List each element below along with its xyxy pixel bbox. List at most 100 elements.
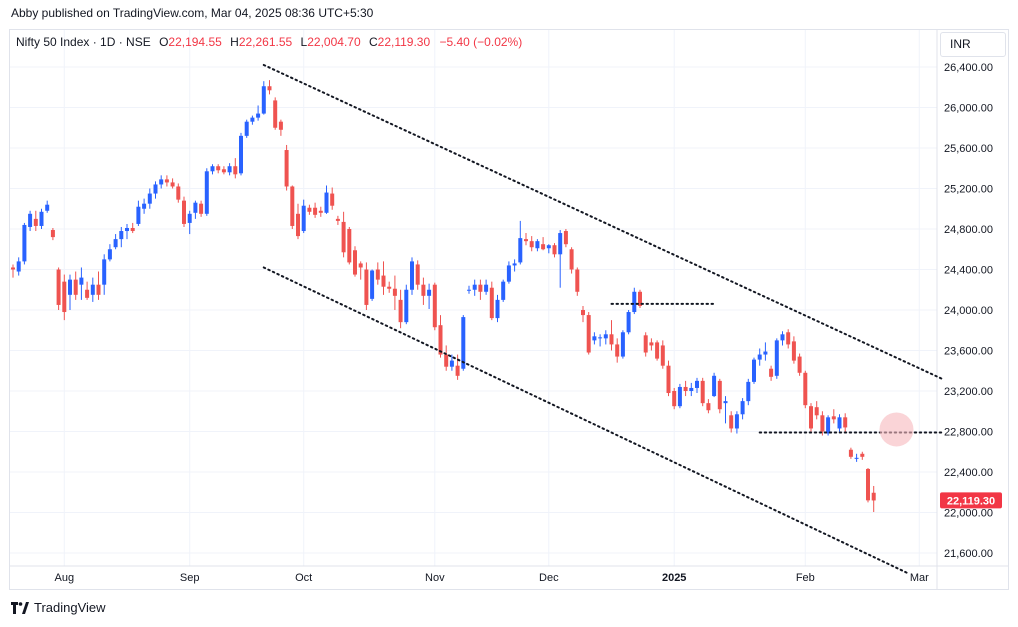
last-price-label: 22,119.30 [947, 495, 995, 507]
candle-body [415, 264, 420, 285]
candle [415, 260, 420, 290]
candle-body [495, 299, 500, 319]
candle-body [33, 218, 38, 226]
candle [39, 208, 44, 229]
tradingview-logo[interactable]: TradingView [11, 600, 106, 615]
candle-body [655, 342, 660, 359]
candle [740, 398, 745, 420]
candle [392, 275, 397, 310]
upper-channel-line[interactable] [262, 63, 944, 380]
candle [335, 215, 340, 225]
candle-body [552, 245, 557, 255]
candle [244, 119, 249, 138]
candle [603, 330, 608, 345]
candle [586, 312, 591, 355]
candle [871, 485, 876, 512]
candle-body [501, 281, 506, 300]
candle-body [130, 227, 135, 232]
candle [164, 175, 169, 187]
candle-body [848, 449, 853, 457]
candle [489, 281, 494, 321]
candle [56, 267, 61, 310]
candle [546, 244, 551, 254]
candle-body [187, 213, 192, 223]
candle-body [164, 179, 169, 183]
candle [28, 210, 33, 232]
candle-body [432, 284, 437, 328]
candle-body [398, 299, 403, 323]
candle-body [672, 391, 677, 407]
y-tick-label: 21,600.00 [944, 548, 993, 560]
candle [518, 220, 523, 265]
candle [774, 338, 779, 379]
y-tick-label: 24,800.00 [944, 224, 993, 236]
candle-body [740, 401, 745, 415]
candle-body [79, 277, 84, 285]
candle [278, 119, 283, 136]
candle [626, 310, 631, 335]
candle-body [347, 229, 352, 263]
candle-body [210, 166, 215, 172]
candle [227, 163, 232, 176]
candle [643, 332, 648, 357]
candle [11, 264, 15, 278]
candle [467, 285, 471, 294]
tradingview-logo-icon [11, 601, 29, 614]
x-tick-label: Aug [55, 572, 75, 584]
candle-body [68, 279, 72, 295]
candle-body [814, 407, 819, 416]
candle [444, 345, 449, 371]
candle [341, 211, 346, 258]
candle-body [147, 193, 152, 204]
candle [866, 467, 870, 503]
candle-body [774, 340, 779, 376]
candle [695, 377, 699, 394]
candle-body [85, 289, 90, 298]
candle [672, 387, 677, 410]
candle-body [575, 269, 580, 292]
candle-body [506, 265, 511, 282]
candle-body [50, 230, 55, 238]
candle-body [176, 186, 181, 200]
candle-body [113, 239, 118, 248]
candle [729, 411, 734, 433]
candle-body [837, 417, 842, 429]
candle [826, 415, 831, 436]
candle [803, 370, 808, 409]
candle-body [472, 284, 477, 290]
candle-body [142, 203, 147, 209]
candle-body [524, 239, 528, 242]
candle-body [660, 345, 665, 366]
candle [809, 403, 813, 432]
candle [689, 382, 694, 397]
candle-body [193, 202, 198, 213]
candle-body [370, 270, 375, 299]
y-tick-label: 25,200.00 [944, 184, 993, 196]
publisher-caption: Abby published on TradingView.com, Mar 0… [11, 6, 374, 20]
candle [763, 342, 768, 361]
candle [358, 261, 363, 280]
candle-body [102, 259, 107, 285]
candle-body [569, 249, 574, 270]
candle-body [769, 368, 774, 377]
currency-button[interactable]: INR [940, 32, 1006, 57]
candle-body [558, 233, 563, 255]
candle [421, 277, 426, 305]
candle [68, 274, 72, 310]
candle-body [199, 203, 204, 214]
candle-body [455, 365, 460, 376]
x-tick-label: Feb [796, 572, 815, 584]
candle [506, 261, 511, 284]
candle [267, 80, 272, 95]
symbol-label[interactable]: Nifty 50 Index · 1D · NSE [16, 35, 151, 49]
last-price-badge [940, 492, 1002, 509]
candle-body [643, 335, 648, 353]
lower-channel-line[interactable] [262, 266, 909, 575]
candle [364, 262, 369, 310]
candle-body [700, 380, 705, 404]
candle [780, 331, 785, 346]
breakdown-highlight[interactable] [879, 412, 914, 447]
candle-body [461, 317, 466, 369]
candle-body [16, 261, 21, 272]
